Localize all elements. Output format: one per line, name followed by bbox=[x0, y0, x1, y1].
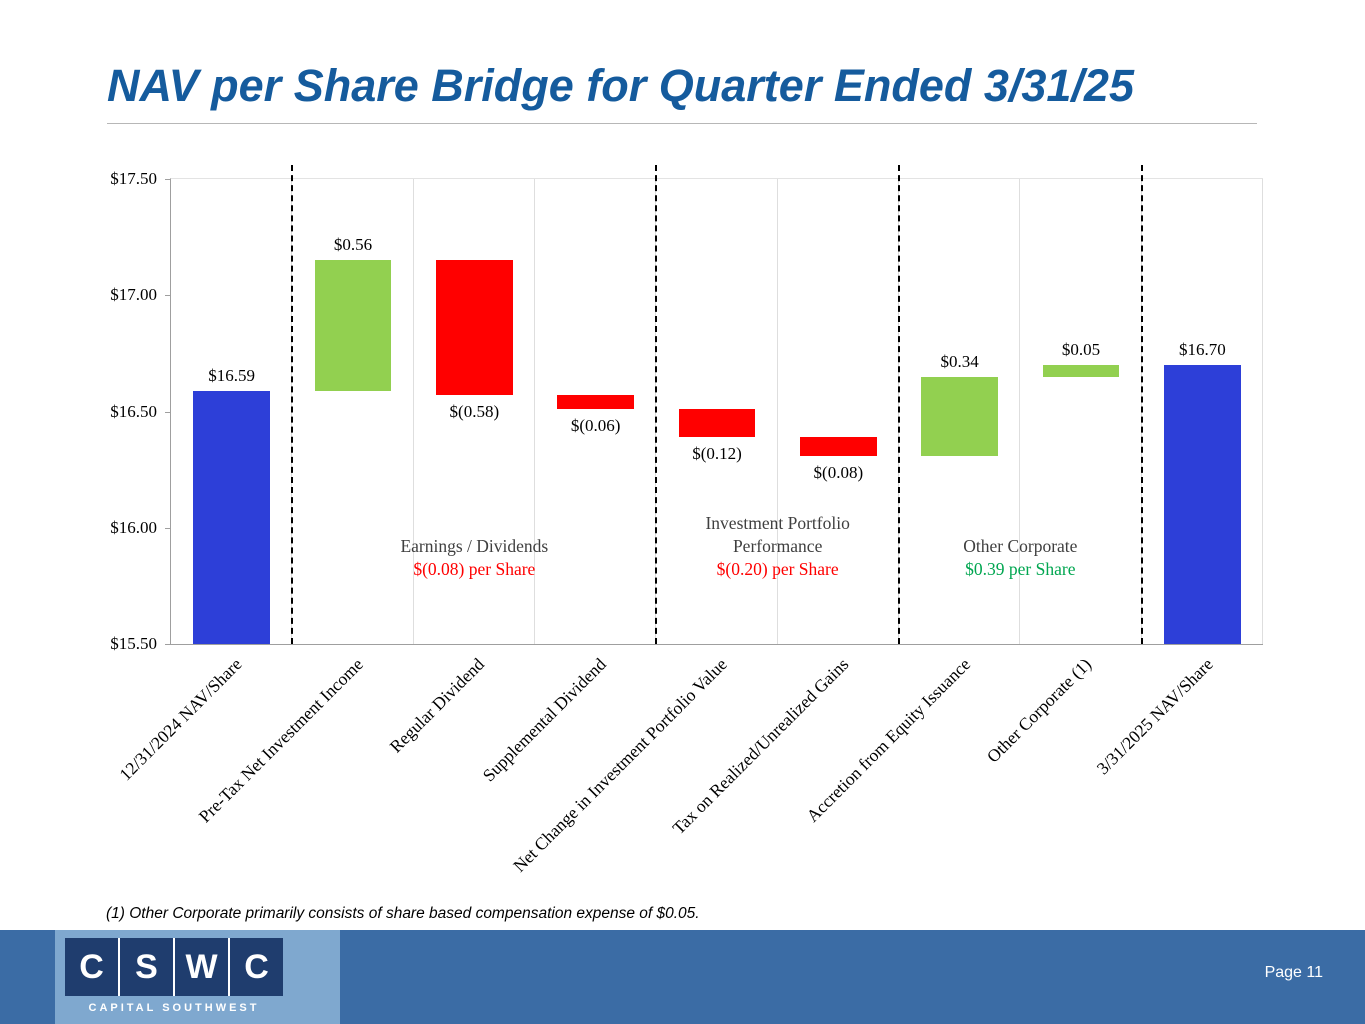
group-separator-line bbox=[898, 165, 900, 644]
logo-letter: C bbox=[79, 947, 104, 986]
x-axis-label-text: Net Change in Investment Portfolio Value bbox=[509, 654, 732, 876]
waterfall-bar-total bbox=[193, 390, 270, 644]
waterfall-bar-decrease bbox=[678, 409, 756, 438]
y-tick-mark bbox=[165, 179, 171, 180]
y-tick-mark bbox=[165, 527, 171, 529]
y-tick-mark bbox=[165, 644, 171, 645]
page-number: Page 11 bbox=[1264, 964, 1323, 981]
bar-value-label: $(0.06) bbox=[570, 416, 621, 436]
waterfall-bar-increase bbox=[1042, 365, 1120, 377]
x-axis-label-text: Regular Dividend bbox=[386, 654, 489, 757]
annotation-value-line: $(0.20) per Share bbox=[716, 559, 839, 580]
y-tick-mark bbox=[165, 411, 171, 413]
bar-value-label: $16.70 bbox=[1178, 340, 1226, 359]
nav-bridge-chart-plot-area: $17.50 $17.00 $16.50 $16.00 $15.50 $16.59 12/3… bbox=[110, 165, 1263, 876]
bar-value-label: $0.34 bbox=[940, 351, 979, 371]
y-tick-label: $15.50 bbox=[110, 634, 157, 653]
x-axis-label-text: 12/31/2024 NAV/Share bbox=[115, 654, 246, 785]
group-separator-line bbox=[291, 165, 294, 644]
bar-value-label: $(0.12) bbox=[692, 444, 742, 464]
annotation-value-line: $(0.08) per Share bbox=[413, 559, 536, 580]
x-axis-label-text: 3/31/2025 NAV/Share bbox=[1092, 654, 1217, 779]
annotation-line: Performance bbox=[732, 536, 823, 557]
vertical-gridline bbox=[534, 179, 535, 644]
bar-value-label: $0.05 bbox=[1061, 340, 1101, 359]
y-tick-label: $17.50 bbox=[110, 169, 157, 188]
y-tick-label: $16.00 bbox=[110, 517, 157, 537]
group-separator-line bbox=[655, 165, 658, 644]
footnote: (1) Other Corporate primarily consists o… bbox=[106, 905, 700, 922]
y-tick-mark bbox=[165, 295, 171, 297]
bar-value-label: $(0.58) bbox=[449, 402, 500, 422]
waterfall-bar-total bbox=[1164, 365, 1241, 644]
y-tick-label: $16.50 bbox=[110, 401, 157, 421]
waterfall-bar-decrease bbox=[557, 395, 634, 410]
bar-value-label: $0.56 bbox=[333, 235, 373, 255]
waterfall-bar-increase bbox=[921, 376, 998, 456]
bar-value-label: $16.59 bbox=[208, 365, 256, 385]
logo-letter: C bbox=[228, 938, 283, 996]
annotation-line: Investment Portfolio bbox=[705, 512, 850, 533]
group-annotation: Earnings / Dividends $(0.08) per Share bbox=[400, 535, 548, 581]
logo-letter: W bbox=[173, 938, 228, 996]
x-axis-label-text: Supplemental Dividend bbox=[478, 654, 610, 786]
title-divider bbox=[107, 123, 1257, 124]
vertical-gridline bbox=[1019, 179, 1021, 644]
group-annotation: Other Corporate $0.39 per Share bbox=[963, 535, 1077, 581]
vertical-gridline bbox=[412, 179, 414, 644]
waterfall-bar-increase bbox=[314, 260, 392, 391]
vertical-gridline bbox=[776, 179, 778, 644]
y-tick-label: $17.00 bbox=[110, 285, 157, 305]
logo-letter: S bbox=[118, 938, 173, 996]
group-separator-line bbox=[1140, 165, 1143, 644]
bar-value-label: $(0.08) bbox=[813, 462, 864, 482]
annotation-line: Earnings / Dividends bbox=[400, 536, 549, 557]
page-title: NAV per Share Bridge for Quarter Ended 3… bbox=[107, 60, 1134, 111]
logo-subtitle: CAPITAL SOUTHWEST bbox=[88, 1002, 260, 1014]
waterfall-bar-decrease bbox=[800, 437, 877, 456]
annotation-value-line: $0.39 per Share bbox=[965, 559, 1076, 580]
group-annotation: Investment Portfolio Performance $(0.20) p… bbox=[705, 512, 849, 581]
vertical-gridline bbox=[1262, 179, 1263, 644]
annotation-line: Other Corporate bbox=[963, 536, 1078, 557]
waterfall-bar-decrease bbox=[436, 260, 513, 396]
x-axis-label-text: Other Corporate (1) bbox=[982, 654, 1096, 767]
